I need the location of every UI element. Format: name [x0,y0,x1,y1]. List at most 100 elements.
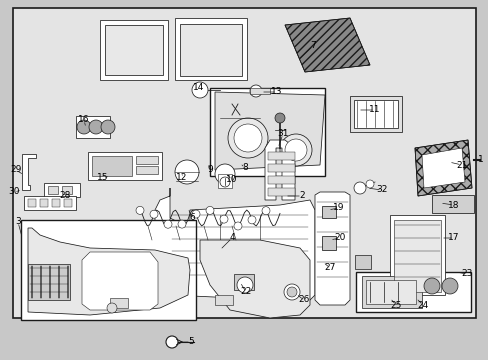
Bar [180,24,242,76]
Circle shape [192,210,200,218]
Text: 19: 19 [332,203,344,212]
Text: 9: 9 [207,166,212,175]
Circle shape [286,287,296,297]
Bar [64,199,72,207]
Polygon shape [28,228,190,315]
Circle shape [215,164,235,184]
Bar [100,20,168,80]
Bar [218,174,231,188]
Polygon shape [421,148,464,188]
Polygon shape [264,140,294,200]
Circle shape [227,118,267,158]
Bar [267,152,294,160]
Circle shape [178,220,185,228]
Circle shape [192,82,207,98]
Circle shape [274,113,285,123]
Bar [52,199,60,207]
Bar [321,206,335,218]
Bar [105,25,163,75]
Polygon shape [414,140,471,196]
Bar [136,166,158,174]
Circle shape [247,216,256,224]
Bar [175,18,246,80]
Text: 29: 29 [10,166,21,175]
Text: 23: 23 [460,270,472,279]
Text: 28: 28 [59,192,71,201]
Bar [267,176,294,184]
Bar [353,100,397,128]
Text: 12: 12 [176,174,187,183]
Text: 6: 6 [189,213,195,222]
Circle shape [163,220,172,228]
Circle shape [262,207,269,215]
Circle shape [284,284,299,300]
Polygon shape [215,92,325,170]
Text: 25: 25 [389,301,401,310]
Circle shape [205,206,214,215]
Bar [355,272,470,312]
Bar [354,255,370,269]
Bar [267,188,294,196]
Text: 20: 20 [334,234,345,243]
Text: 5: 5 [188,338,193,346]
Circle shape [220,177,229,187]
Polygon shape [22,154,36,190]
Circle shape [234,222,242,230]
Bar [88,152,162,180]
Text: 27: 27 [324,264,335,273]
Bar [21,220,196,320]
Circle shape [234,124,262,152]
Text: 3: 3 [15,217,21,226]
Bar [28,199,36,207]
Circle shape [150,210,158,218]
Circle shape [249,85,262,97]
Text: 11: 11 [368,105,380,114]
Bar [209,88,325,176]
Text: 30: 30 [8,188,20,197]
Bar [92,156,132,176]
Bar [13,8,475,318]
Circle shape [136,206,143,214]
Text: 16: 16 [78,116,90,125]
Bar [365,280,415,304]
Text: 15: 15 [97,174,108,183]
Polygon shape [155,188,314,300]
Text: 2: 2 [299,192,304,201]
Bar [40,199,48,207]
Polygon shape [314,192,349,305]
Text: 22: 22 [240,288,251,297]
Bar [321,236,335,250]
Text: 17: 17 [447,234,459,243]
Bar [24,196,76,210]
Text: 18: 18 [447,201,459,210]
Text: 24: 24 [417,301,428,310]
Bar [110,298,128,308]
Circle shape [353,182,365,194]
Bar [431,195,473,213]
Bar [44,183,80,197]
Text: 31: 31 [277,130,288,139]
Circle shape [285,139,306,161]
Bar [28,264,70,300]
Text: 8: 8 [242,163,247,172]
Bar [234,274,253,290]
Text: 21: 21 [455,161,467,170]
Text: 10: 10 [226,175,237,184]
Bar [349,96,401,132]
Text: 13: 13 [271,87,282,96]
Text: 26: 26 [298,296,309,305]
Circle shape [89,120,103,134]
Circle shape [101,120,115,134]
Text: 7: 7 [309,41,315,50]
Text: 4: 4 [229,234,234,243]
Circle shape [365,180,373,188]
Bar [249,88,269,94]
Circle shape [423,278,439,294]
Circle shape [441,278,457,294]
Bar [389,215,444,295]
Circle shape [280,134,311,166]
Circle shape [107,303,117,313]
Circle shape [220,215,227,223]
Circle shape [237,277,252,293]
Bar [267,164,294,172]
